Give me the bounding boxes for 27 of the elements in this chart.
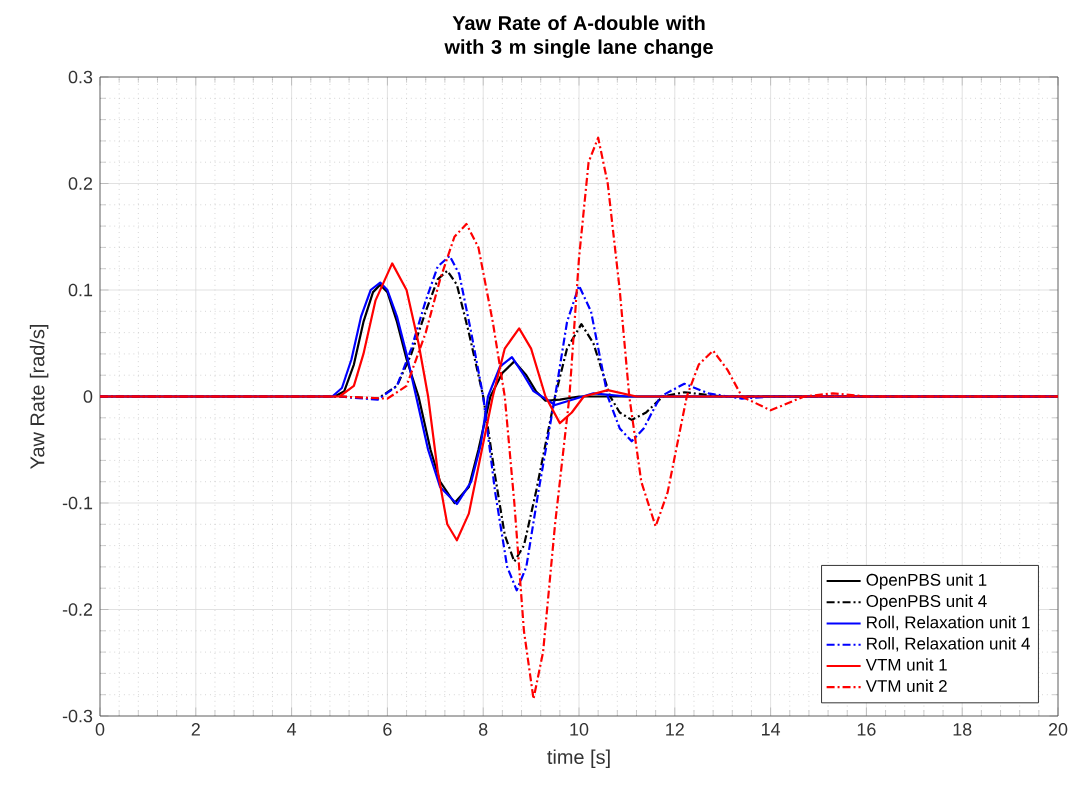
x-tick-label: 20: [1048, 723, 1068, 736]
x-axis-title: time [s]: [547, 749, 610, 768]
x-tick-label: 4: [287, 723, 297, 736]
x-tick-label: 14: [762, 723, 781, 736]
legend-label: Roll, Relaxation unit 4: [867, 637, 1030, 652]
x-tick-label: 6: [383, 723, 392, 736]
x-tick-label: 16: [857, 723, 876, 736]
y-axis-title: Yaw Rate [rad/s]: [29, 325, 49, 469]
y-tick-label: 0.3: [68, 70, 93, 84]
legend-label: Roll, Relaxation unit 1: [867, 615, 1030, 631]
legend-label: VTM unit 2: [865, 679, 947, 693]
x-tick-label: 2: [191, 723, 200, 736]
chart-title: Yaw Rate of A-double with with 3 m single lane change: [444, 15, 713, 59]
x-tick-label: 12: [666, 723, 684, 736]
y-tick-label: -0.2: [62, 603, 93, 616]
legend-label: VTM unit 1: [865, 658, 947, 671]
y-tick-label: 0.1: [68, 283, 93, 297]
x-tick-label: 18: [953, 723, 972, 736]
x-tick-label: 0: [95, 723, 105, 736]
legend-label: OpenPBS unit 4: [866, 594, 987, 611]
legend-label: OpenPBS unit 1: [866, 573, 987, 590]
y-tick-label: -0.3: [62, 709, 93, 723]
y-tick-label: 0.2: [68, 177, 93, 190]
x-tick-label: 10: [570, 723, 589, 736]
y-tick-label: -0.1: [62, 496, 93, 510]
x-tick-label: 8: [479, 723, 488, 736]
y-tick-label: 0: [83, 390, 93, 403]
